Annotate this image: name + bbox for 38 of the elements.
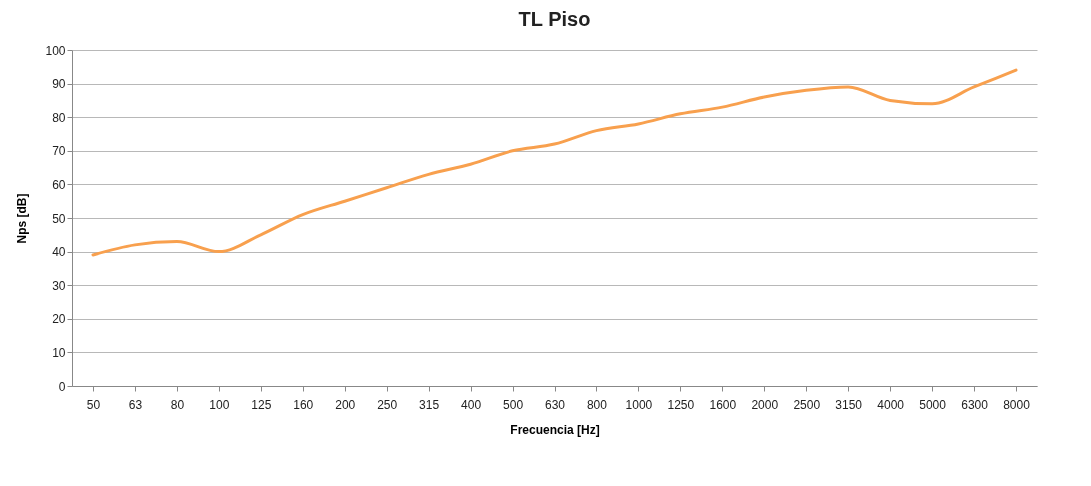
x-axis-title: Frecuencia [Hz] — [510, 422, 600, 437]
x-tick-label: 63 — [128, 397, 143, 412]
y-tick-label: 50 — [52, 211, 66, 226]
x-tick-label: 2500 — [793, 397, 821, 412]
x-tick-label: 800 — [586, 397, 608, 412]
x-tick-label: 8000 — [1003, 397, 1031, 412]
y-tick-label: 60 — [52, 177, 66, 192]
x-tick-label: 5000 — [919, 397, 947, 412]
x-tick-label: 80 — [170, 397, 185, 412]
x-tick-label: 125 — [251, 397, 272, 412]
x-tick-label: 3150 — [835, 397, 863, 412]
y-axis-title: Nps [dB] — [15, 193, 30, 244]
x-tick-label: 500 — [503, 397, 524, 412]
x-tick-label: 2000 — [751, 397, 779, 412]
y-tick-label: 40 — [52, 245, 66, 260]
x-tick-label: 250 — [377, 397, 398, 412]
y-tick-label: 100 — [45, 43, 66, 58]
y-tick-label: 20 — [52, 312, 66, 327]
x-tick-label: 100 — [209, 397, 230, 412]
x-tick-label: 4000 — [877, 397, 905, 412]
y-tick-label: 90 — [52, 77, 66, 92]
x-tick-label: 160 — [293, 397, 314, 412]
x-tick-label: 1600 — [709, 397, 737, 412]
x-tick-label: 50 — [86, 397, 101, 412]
y-tick-label: 70 — [52, 144, 66, 159]
x-tick-label: 630 — [544, 397, 566, 412]
x-tick-label: 200 — [335, 397, 356, 412]
x-tick-label: 315 — [419, 397, 440, 412]
y-tick-label: 0 — [58, 379, 66, 394]
x-tick-label: 1250 — [667, 397, 695, 412]
y-tick-label: 30 — [52, 278, 66, 293]
y-tick-label: 10 — [52, 345, 66, 360]
chart-title: TL Piso — [518, 8, 591, 30]
x-tick-label: 400 — [461, 397, 482, 412]
x-tick-label: 6300 — [961, 397, 989, 412]
x-tick-label: 1000 — [625, 397, 653, 412]
y-tick-label: 80 — [52, 110, 66, 125]
line-series — [91, 68, 1018, 257]
